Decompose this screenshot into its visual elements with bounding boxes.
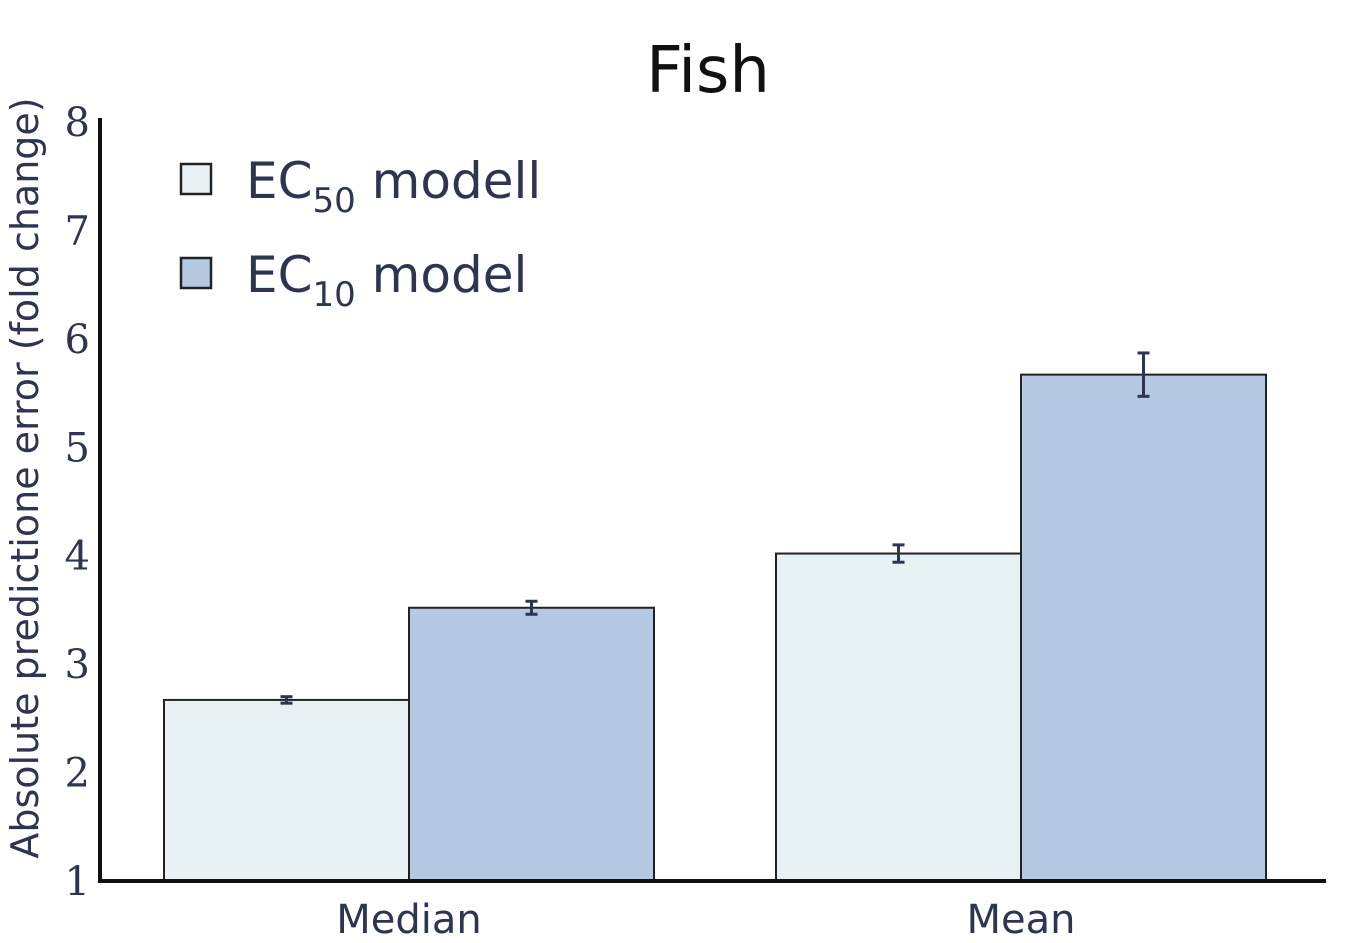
legend-ec10-main: EC — [246, 246, 313, 304]
chart-title: Fish — [646, 34, 770, 108]
error-bar-median-series-1 — [525, 599, 538, 616]
legend-ec50-subscript: 50 — [313, 181, 356, 221]
legend-label-ec10: EC10 model — [246, 246, 527, 315]
legend-swatch-ec50 — [179, 162, 213, 196]
y-axis-label: Absolute predictione error (fold change) — [3, 97, 47, 858]
bar-median-series-0 — [163, 698, 410, 882]
legend-ec10-subscript: 10 — [313, 275, 356, 315]
y-tick-label: 3 — [65, 642, 90, 688]
legend-ec50-main: EC — [246, 152, 313, 210]
y-tick-label: 4 — [65, 534, 90, 580]
legend-ec10-tail: model — [356, 246, 528, 304]
bar-mean-series-1 — [1020, 373, 1267, 882]
error-bar-median-series-0 — [280, 695, 293, 705]
legend-swatch-ec10 — [179, 256, 213, 290]
legend: EC50 modell EC10 model — [179, 152, 541, 315]
error-bars-layer — [280, 351, 1150, 705]
x-tick-label: Mean — [967, 897, 1076, 943]
y-tick-label: 6 — [65, 317, 90, 363]
y-tick-labels: 1 2 3 4 5 6 7 8 — [65, 100, 90, 905]
legend-label-ec50: EC50 modell — [246, 152, 541, 221]
legend-ec50-tail: modell — [356, 152, 541, 210]
y-tick-label: 2 — [65, 751, 90, 797]
y-tick-label: 5 — [65, 425, 90, 471]
error-bar-mean-series-0 — [892, 543, 905, 564]
bars-layer — [163, 373, 1267, 882]
x-tick-labels: Median Mean — [336, 897, 1075, 943]
bar-median-series-1 — [408, 606, 655, 882]
y-tick-label: 7 — [65, 208, 90, 254]
y-tick-label: 8 — [65, 100, 90, 146]
bar-mean-series-0 — [775, 552, 1022, 882]
error-bar-mean-series-1 — [1137, 351, 1150, 398]
y-tick-label: 1 — [65, 859, 90, 905]
x-tick-label: Median — [336, 897, 482, 943]
